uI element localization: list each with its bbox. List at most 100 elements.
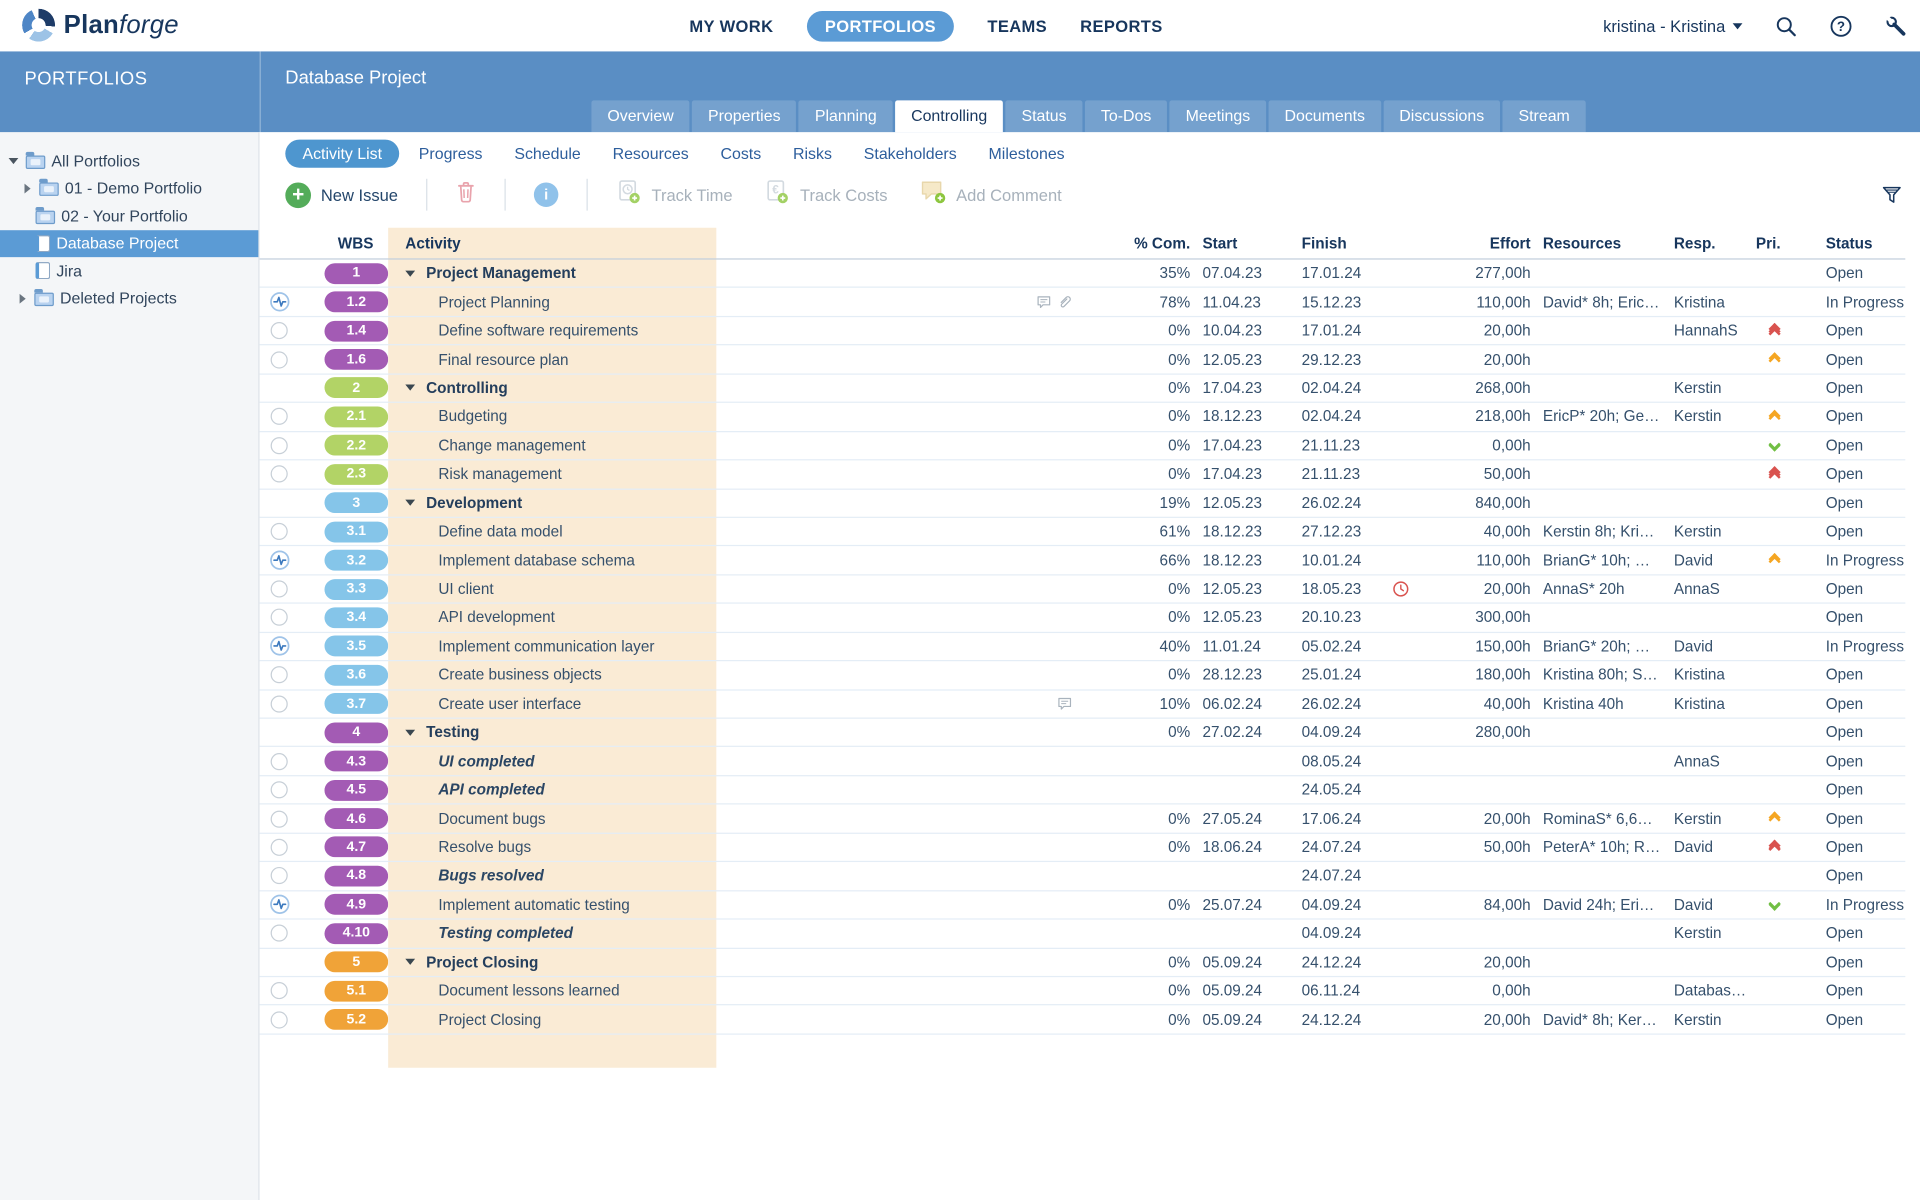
table-row[interactable]: 3.1 Define data model 61% 18.12.23 27.12.23 4… (259, 518, 1906, 547)
table-row[interactable]: 4.7 Resolve bugs 0% 18.06.24 24.07.24 50,00h P… (259, 834, 1906, 863)
track-costs-button[interactable]: € Track Costs (764, 179, 888, 211)
table-row[interactable]: 2 Controlling 0% 17.04.23 02.04.24 268,00h Ker… (259, 374, 1906, 404)
subtab-stakeholders[interactable]: Stakeholders (863, 144, 957, 163)
user-menu[interactable]: kristina - Kristina (1603, 17, 1743, 35)
activity-circle-icon[interactable] (267, 747, 291, 774)
activity-pulse-icon[interactable] (267, 288, 291, 315)
tab-overview[interactable]: Overview (591, 100, 690, 133)
activity-circle-icon[interactable] (267, 862, 291, 889)
subtab-costs[interactable]: Costs (720, 144, 762, 163)
activity-pulse-icon[interactable] (267, 547, 291, 574)
activity-circle-icon[interactable] (267, 575, 291, 602)
subtab-activity-list[interactable]: Activity List (285, 139, 400, 168)
table-row[interactable]: 4.3 UI completed 08.05.24 AnnaS Open (259, 747, 1906, 777)
tab-discussions[interactable]: Discussions (1383, 100, 1501, 133)
new-issue-button[interactable]: + New Issue (285, 181, 398, 208)
help-icon[interactable]: ? (1829, 14, 1852, 37)
subtab-risks[interactable]: Risks (793, 144, 832, 163)
table-row[interactable]: 4.8 Bugs resolved 24.07.24 Open (259, 862, 1906, 891)
tab-properties[interactable]: Properties (692, 100, 797, 133)
activity-circle-icon[interactable] (267, 920, 291, 947)
subtab-resources[interactable]: Resources (612, 144, 689, 163)
sidebar-item-deleted-projects[interactable]: Deleted Projects (0, 285, 258, 313)
table-row[interactable]: 2.2 Change management 0% 17.04.23 21.11.23 0,… (259, 432, 1906, 461)
table-row[interactable]: 3.6 Create business objects 0% 28.12.23 25.0… (259, 661, 1906, 691)
activity-circle-icon[interactable] (267, 977, 291, 1004)
collapse-group-icon[interactable] (405, 270, 416, 277)
collapse-group-icon[interactable] (405, 499, 416, 506)
activity-circle-icon[interactable] (267, 432, 291, 459)
nav-item-portfolios[interactable]: PORTFOLIOS (806, 10, 955, 42)
collapse-group-icon[interactable] (405, 959, 416, 966)
tab-to-dos[interactable]: To-Dos (1084, 100, 1168, 133)
sidebar-item-all-portfolios[interactable]: All Portfolios (0, 147, 258, 175)
table-row[interactable]: 5.1 Document lessons learned 0% 05.09.24 06.… (259, 977, 1906, 1006)
activity-circle-icon[interactable] (267, 460, 291, 487)
table-row[interactable]: 3.4 API development 0% 12.05.23 20.10.23 300,… (259, 604, 1906, 633)
nav-item-reports[interactable]: REPORTS (1080, 16, 1163, 35)
activity-circle-icon[interactable] (267, 1006, 291, 1033)
table-row[interactable]: 1.6 Final resource plan 0% 12.05.23 29.12.23… (259, 346, 1906, 375)
table-row[interactable]: 3.3 UI client 0% 12.05.23 18.05.23 20,00h Anna… (259, 575, 1906, 604)
col-header-effort[interactable]: Effort (1489, 234, 1531, 252)
planforge-logo[interactable]: Planforge (22, 8, 179, 42)
sidebar-item-jira[interactable]: Jira (0, 257, 258, 285)
add-comment-button[interactable]: Add Comment (919, 179, 1062, 211)
activity-circle-icon[interactable] (267, 834, 291, 861)
sidebar-item-02-your-portfolio[interactable]: 02 - Your Portfolio (0, 202, 258, 230)
filter-icon[interactable] (1881, 184, 1903, 205)
search-icon[interactable] (1774, 14, 1797, 37)
activity-pulse-icon[interactable] (267, 633, 291, 660)
col-header-start[interactable]: Start (1202, 234, 1238, 252)
tab-stream[interactable]: Stream (1502, 100, 1586, 133)
attachment-icon[interactable] (1057, 294, 1073, 310)
collapse-group-icon[interactable] (405, 729, 416, 736)
comment-icon[interactable] (1057, 696, 1073, 712)
activity-pulse-icon[interactable] (267, 891, 291, 918)
collapse-group-icon[interactable] (405, 385, 416, 392)
tab-meetings[interactable]: Meetings (1169, 100, 1267, 133)
subtab-schedule[interactable]: Schedule (514, 144, 581, 163)
comment-icon[interactable] (1036, 294, 1052, 310)
table-row[interactable]: 1.4 Define software requirements 0% 10.04.2… (259, 317, 1906, 346)
col-header-status[interactable]: Status (1825, 234, 1873, 252)
info-button[interactable]: i (533, 182, 559, 207)
col-header-resources[interactable]: Resources (1542, 234, 1622, 252)
col-header-finish[interactable]: Finish (1301, 234, 1347, 252)
tree-expand-right-icon[interactable] (16, 293, 28, 304)
table-row[interactable]: 3.2 Implement database schema 66% 18.12.23 1… (259, 547, 1906, 576)
table-row[interactable]: 1.2 Project Planning 78% 11.04.23 15.12.23 11… (259, 288, 1906, 317)
activity-circle-icon[interactable] (267, 690, 291, 717)
table-row[interactable]: 2.1 Budgeting 0% 18.12.23 02.04.24 218,00h Eri… (259, 403, 1906, 432)
col-header-pct[interactable]: % Com. (1134, 234, 1191, 252)
tab-controlling[interactable]: Controlling (895, 100, 1004, 133)
activity-circle-icon[interactable] (267, 805, 291, 832)
nav-item-teams[interactable]: TEAMS (987, 16, 1048, 35)
activity-circle-icon[interactable] (267, 518, 291, 545)
table-row[interactable]: 4.5 API completed 24.05.24 Open (259, 776, 1906, 805)
tab-status[interactable]: Status (1005, 100, 1083, 133)
table-row[interactable]: 5 Project Closing 0% 05.09.24 24.12.24 20,00h… (259, 948, 1906, 978)
table-row[interactable]: 5.2 Project Closing 0% 05.09.24 24.12.24 20,0… (259, 1006, 1906, 1035)
activity-circle-icon[interactable] (267, 317, 291, 344)
activity-circle-icon[interactable] (267, 604, 291, 631)
tab-planning[interactable]: Planning (798, 100, 893, 133)
table-row[interactable]: 4.6 Document bugs 0% 27.05.24 17.06.24 20,00h… (259, 805, 1906, 834)
table-row[interactable]: 2.3 Risk management 0% 17.04.23 21.11.23 50,0… (259, 460, 1906, 490)
table-row[interactable]: 4.10 Testing completed 04.09.24 Kerstin Open (259, 920, 1906, 949)
subtab-milestones[interactable]: Milestones (988, 144, 1065, 163)
table-row[interactable]: 4 Testing 0% 27.02.24 04.09.24 280,00h Open (259, 719, 1906, 748)
activity-circle-icon[interactable] (267, 403, 291, 430)
activity-circle-icon[interactable] (267, 346, 291, 373)
col-header-resp[interactable]: Resp. (1673, 234, 1716, 252)
table-row[interactable]: 4.9 Implement automatic testing 0% 25.07.24… (259, 891, 1906, 920)
col-header-wbs[interactable]: WBS (337, 234, 374, 252)
tree-expand-down-icon[interactable] (7, 157, 19, 164)
activity-circle-icon[interactable] (267, 661, 291, 688)
delete-button[interactable] (456, 180, 477, 209)
tree-expand-right-icon[interactable] (21, 183, 33, 194)
sidebar-item-database-project[interactable]: Database Project (0, 229, 259, 258)
table-row[interactable]: 1 Project Management 35% 07.04.23 17.01.24 27… (259, 260, 1906, 289)
table-row[interactable]: 3 Development 19% 12.05.23 26.02.24 840,00h Op… (259, 489, 1906, 518)
sidebar-item-01-demo-portfolio[interactable]: 01 - Demo Portfolio (0, 174, 258, 202)
